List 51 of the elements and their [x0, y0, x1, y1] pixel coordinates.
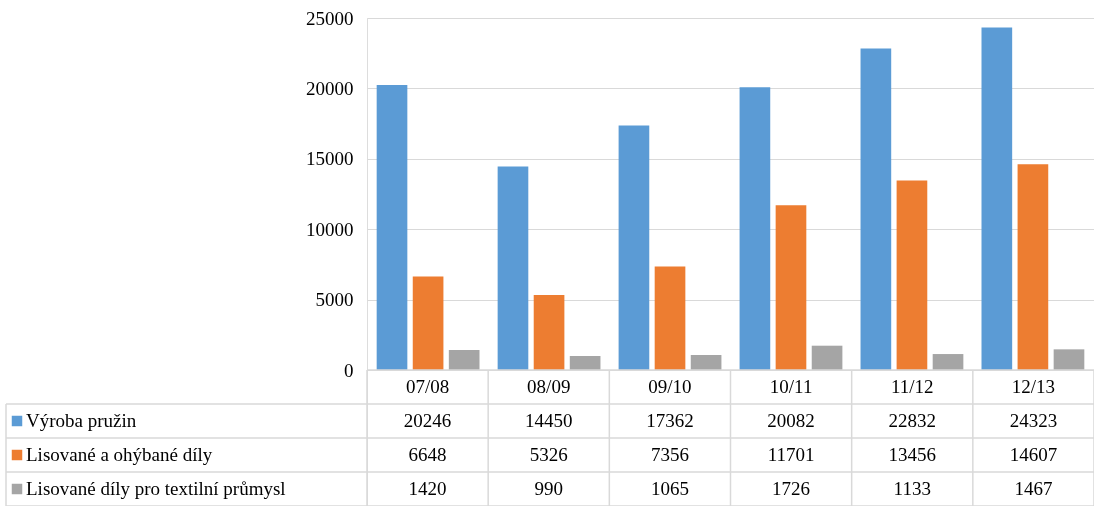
data-label: 20082 [767, 410, 815, 431]
x-tick-label: 07/08 [405, 376, 450, 397]
y-tick-label: 0 [344, 359, 354, 381]
bar [811, 345, 843, 370]
legend-label: Lisované díly pro textilní průmysl [26, 478, 286, 499]
bar [860, 48, 892, 370]
bar [448, 350, 480, 370]
bar [1053, 349, 1085, 370]
data-label: 1467 [1014, 478, 1053, 499]
bar [775, 205, 807, 370]
data-label: 1133 [893, 478, 931, 499]
x-tick-label: 08/09 [527, 376, 571, 397]
bar [690, 355, 722, 370]
data-label: 17362 [646, 410, 694, 431]
x-tick-label: 10/11 [769, 376, 813, 397]
bar [896, 180, 928, 370]
x-tick-label: 11/12 [890, 376, 934, 397]
legend-label: Výroba pružin [26, 410, 137, 431]
data-label: 5326 [529, 444, 568, 465]
y-tick-label: 10000 [306, 218, 354, 240]
data-label: 20246 [403, 410, 452, 431]
y-tick-label: 25000 [306, 7, 354, 29]
x-tick-label: 09/10 [648, 376, 692, 397]
data-label: 13456 [888, 444, 936, 465]
legend-label: Lisované a ohýbané díly [26, 444, 213, 465]
bar [618, 125, 650, 370]
data-label: 11701 [767, 444, 815, 465]
bar [497, 166, 529, 370]
data-label: 1420 [408, 478, 447, 499]
data-label: 7356 [650, 444, 689, 465]
data-label: 14607 [1009, 444, 1058, 465]
bar [981, 27, 1013, 370]
bar [533, 295, 565, 370]
data-label: 1065 [650, 478, 689, 499]
y-tick-label: 20000 [306, 77, 354, 99]
data-label: 14450 [525, 410, 573, 431]
data-label: 6648 [408, 444, 447, 465]
bar [932, 354, 964, 370]
data-label: 22832 [888, 410, 936, 431]
bar [569, 356, 601, 370]
y-tick-label: 15000 [306, 148, 354, 170]
bar [1017, 164, 1049, 370]
bar [739, 87, 771, 370]
data-label: 24323 [1009, 410, 1058, 431]
bar [376, 84, 408, 370]
bar [654, 266, 686, 370]
y-tick-label: 5000 [315, 289, 354, 311]
data-label: 1726 [772, 478, 811, 499]
x-tick-label: 12/13 [1011, 376, 1056, 397]
bar [412, 276, 444, 370]
data-label: 990 [534, 478, 563, 499]
